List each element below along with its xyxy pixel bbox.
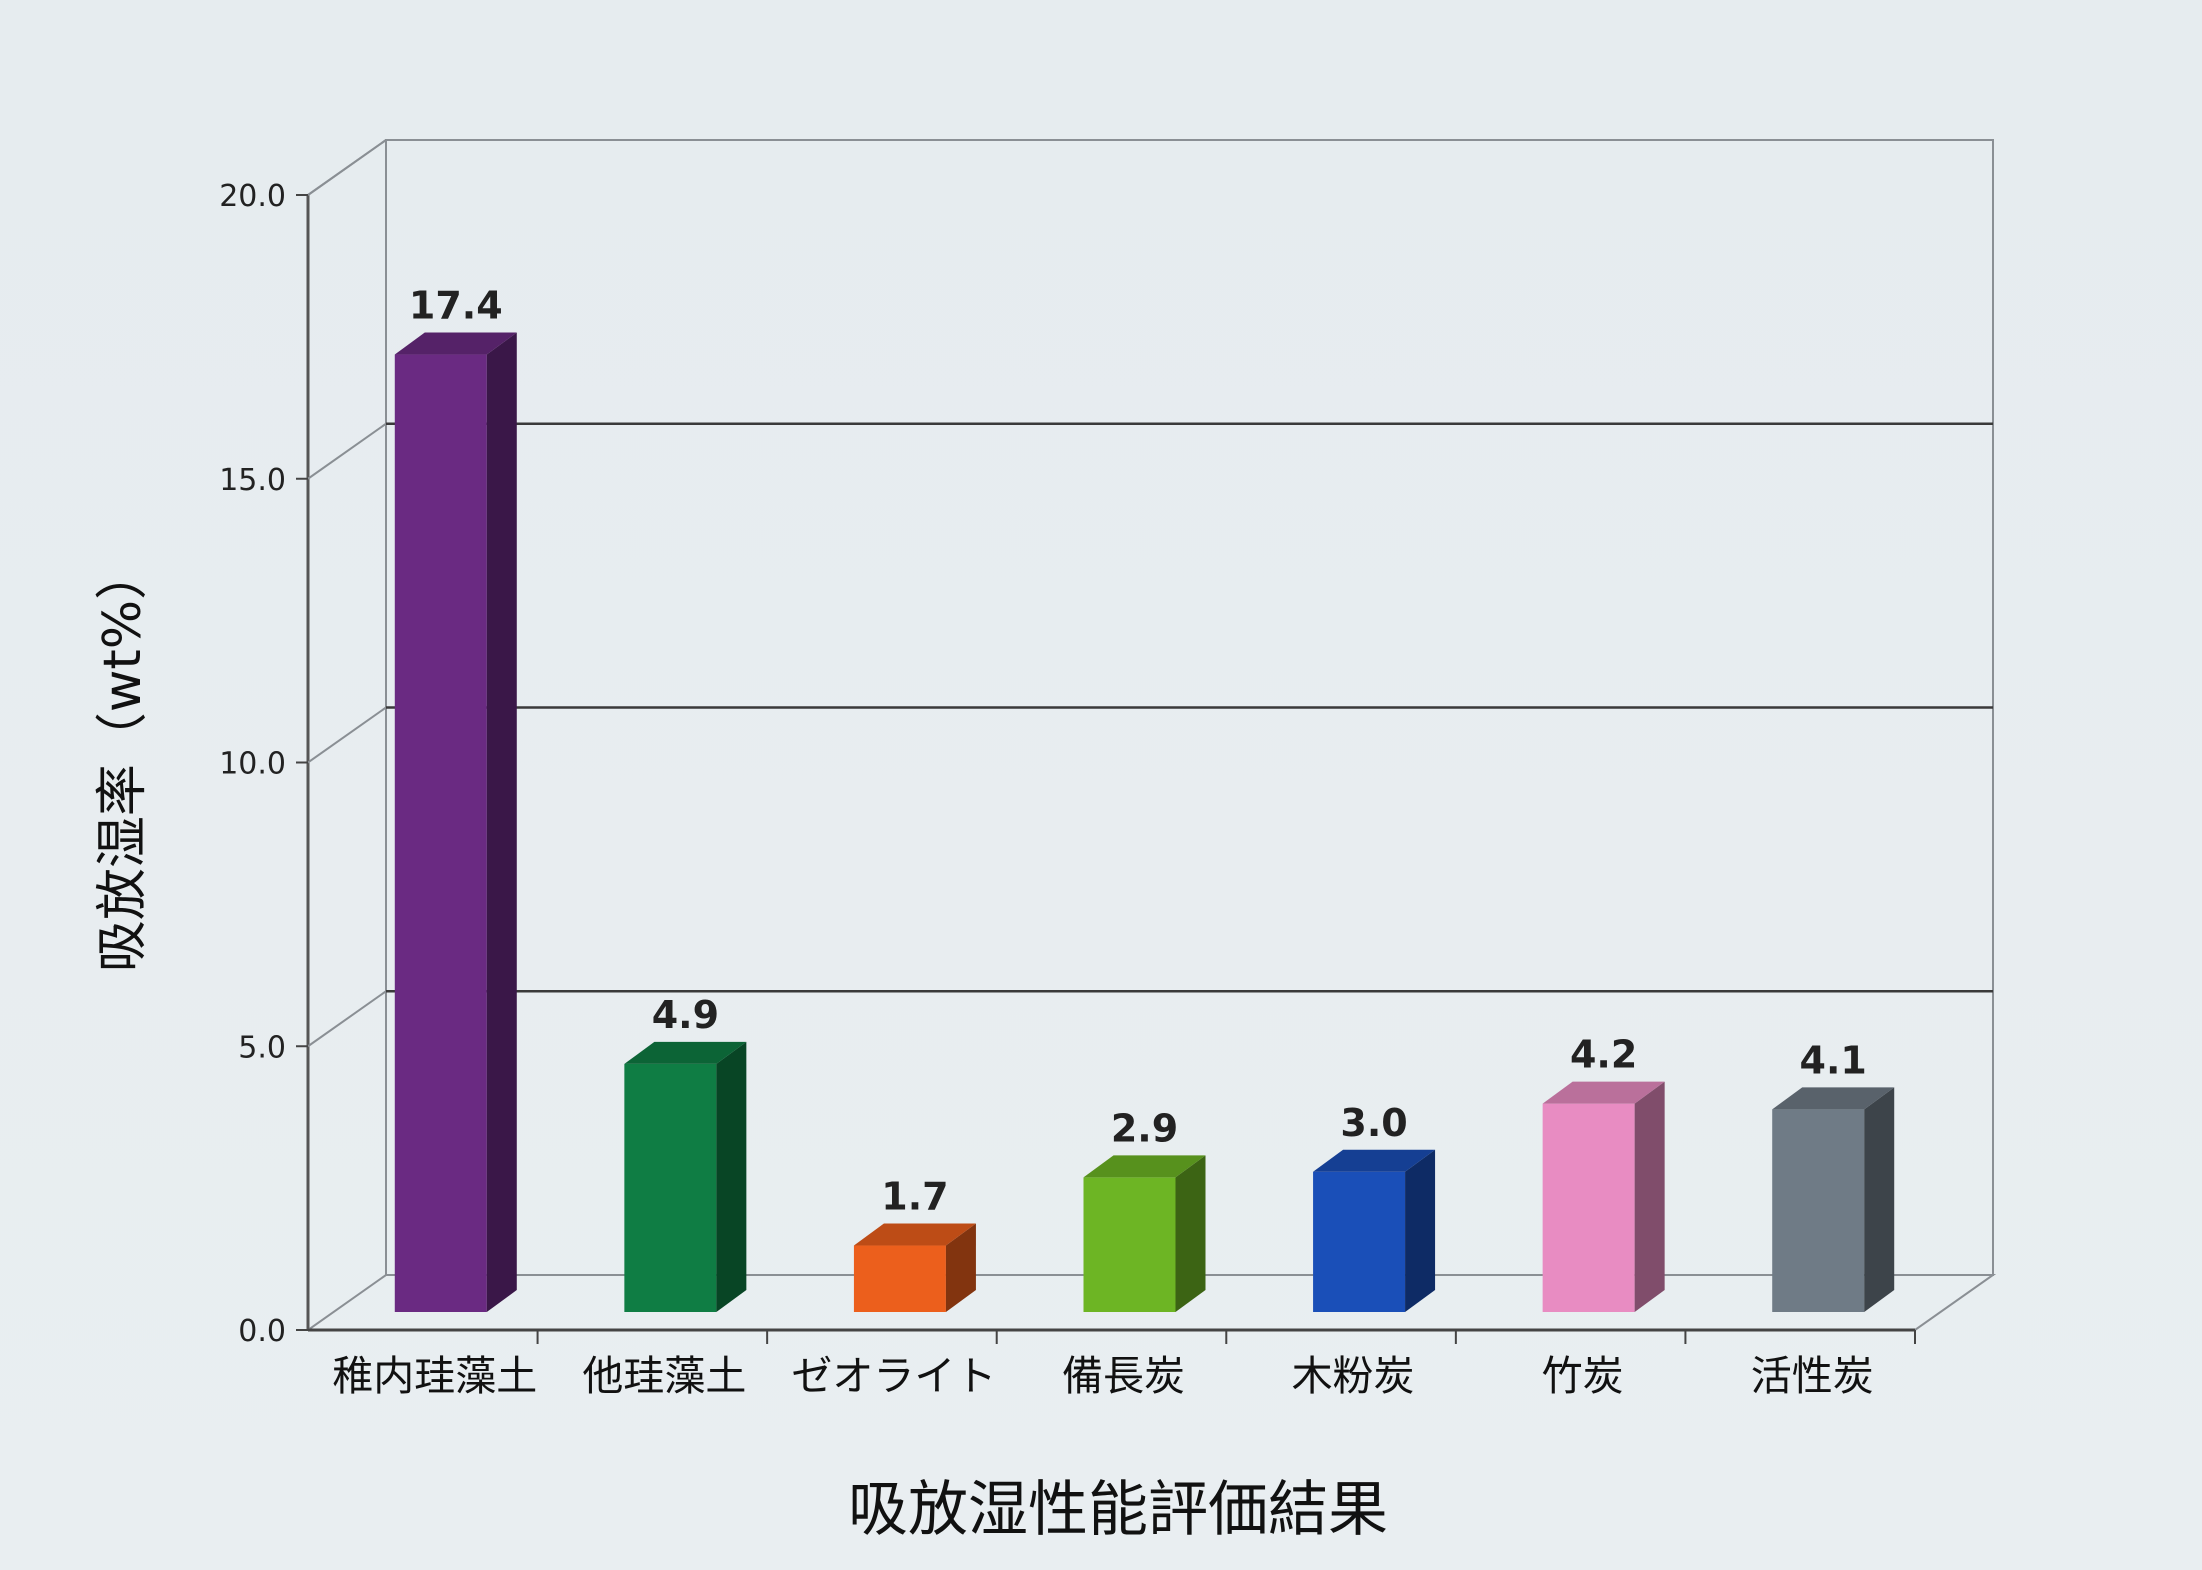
bar-front-face (624, 1063, 717, 1312)
bar-top-face (853, 1223, 976, 1246)
bar-side-face (1864, 1087, 1895, 1312)
x-category-label: 木粉炭 (1292, 1352, 1415, 1400)
chart-title: 吸放湿性能評価結果 (848, 1475, 1388, 1545)
bar (1542, 1081, 1665, 1312)
y-axis-label: 吸放湿率（wt%） (93, 548, 153, 972)
category-labels: 稚内珪藻土 他珪藻土 ゼオライト 備長炭 木粉炭 竹炭 活性炭 (332, 1330, 1916, 1400)
bar-value-label: 3.0 (1340, 1101, 1407, 1145)
bar-value-label: 1.7 (881, 1175, 948, 1219)
value-labels: 17.4 4.9 1.7 2.9 3.0 4.2 4.1 (409, 284, 1867, 1219)
bar-side-face (1634, 1081, 1665, 1312)
bar-value-label: 4.9 (652, 993, 719, 1037)
x-category-label: 他珪藻土 (582, 1352, 746, 1400)
y-tick-label: 20.0 (219, 179, 286, 214)
y-tick-label: 0.0 (238, 1314, 286, 1349)
bars (394, 332, 1895, 1312)
x-category-label: 備長炭 (1062, 1352, 1185, 1400)
x-category-label: 活性炭 (1751, 1352, 1874, 1400)
x-category-label: 稚内珪藻土 (332, 1352, 537, 1400)
bar (1313, 1149, 1436, 1312)
bar (1772, 1087, 1895, 1312)
grid-depth-line (307, 706, 387, 764)
grid-depth-line (307, 990, 387, 1048)
bar-side-face (1405, 1149, 1436, 1312)
bar-value-label: 4.2 (1570, 1033, 1637, 1077)
bar-front-face (1772, 1109, 1865, 1312)
gridlines (307, 139, 1993, 1048)
y-tick-label: 5.0 (238, 1030, 286, 1065)
bar (394, 332, 517, 1312)
x-category-label: ゼオライト (791, 1352, 996, 1400)
bar-side-face (1175, 1155, 1206, 1312)
bar-front-face (1313, 1171, 1406, 1312)
x-category-label: 竹炭 (1542, 1352, 1624, 1400)
bar (1083, 1155, 1206, 1312)
bar-top-face (624, 1041, 747, 1064)
y-tick-label: 15.0 (219, 463, 286, 498)
y-axis-ticks: 0.0 5.0 10.0 15.0 20.0 (219, 179, 308, 1349)
y-tick-label: 10.0 (219, 747, 286, 782)
chart-frame (304, 139, 1997, 1332)
bar (853, 1223, 976, 1312)
bar-value-label: 17.4 (409, 284, 503, 328)
bar-front-face (394, 354, 487, 1312)
bar-top-face (1313, 1149, 1436, 1172)
bar-side-face (716, 1041, 747, 1312)
bar (624, 1041, 747, 1312)
bar-front-face (1542, 1103, 1635, 1312)
bar-front-face (853, 1245, 946, 1312)
bar-value-label: 4.1 (1800, 1038, 1867, 1082)
bar-top-face (1772, 1087, 1895, 1110)
bar-top-face (1083, 1155, 1206, 1178)
bar-side-face (945, 1223, 976, 1312)
bar-front-face (1083, 1177, 1176, 1312)
grid-depth-line (307, 422, 387, 480)
grid-depth-line (307, 139, 387, 196)
bar-top-face (394, 332, 517, 355)
bar-value-label: 2.9 (1111, 1106, 1178, 1150)
bar-top-face (1542, 1081, 1665, 1104)
bar-side-face (486, 332, 517, 1312)
